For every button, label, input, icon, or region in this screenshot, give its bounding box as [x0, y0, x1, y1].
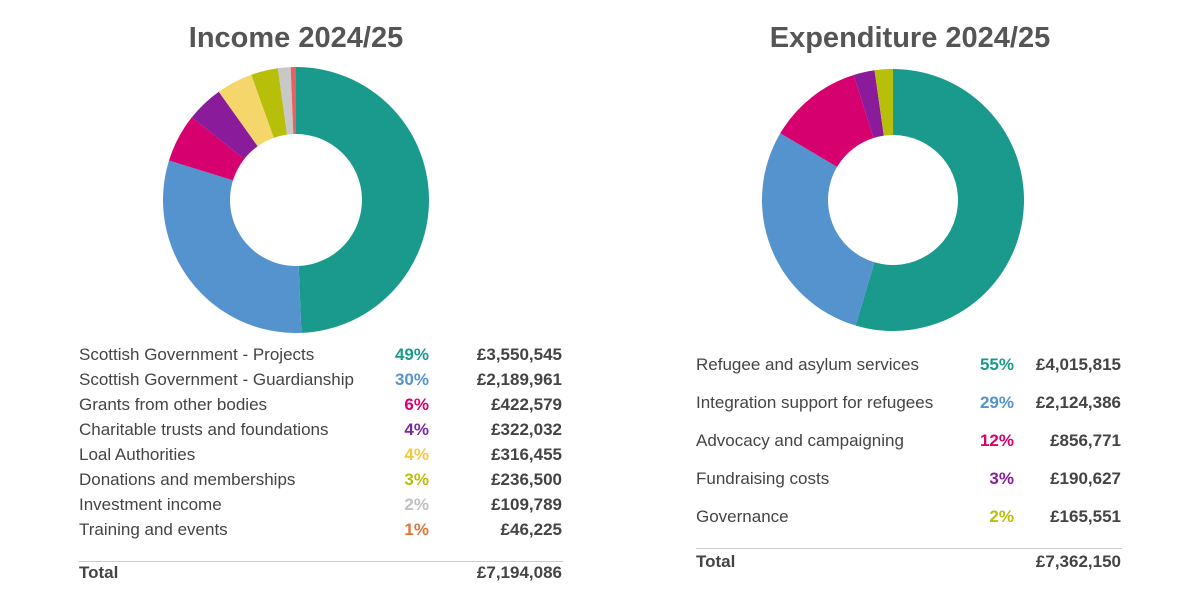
amount-label: £3,550,545	[476, 345, 562, 364]
expenditure-slice	[761, 133, 875, 326]
amount-label: £109,789	[491, 495, 562, 514]
percent-label: 2%	[989, 507, 1014, 526]
percent-label: 55%	[979, 355, 1014, 374]
category-label: Training and events	[79, 520, 228, 539]
percent-label: 1%	[404, 520, 429, 539]
category-label: Fundraising costs	[696, 469, 830, 488]
percent-label: 29%	[979, 393, 1014, 412]
income-slice	[218, 74, 274, 147]
expenditure-slice	[780, 75, 874, 167]
amount-label: £190,627	[1050, 469, 1121, 488]
amount-label: £316,455	[491, 445, 562, 464]
category-label: Donations and memberships	[79, 470, 296, 489]
expenditure-slice	[855, 69, 1025, 331]
total-amount: £7,362,150	[1035, 552, 1121, 571]
expenditure-title: Expenditure 2024/25	[769, 22, 1051, 54]
total-label: Total	[79, 563, 119, 582]
category-label: Advocacy and campaigning	[696, 431, 904, 450]
percent-label: 6%	[404, 395, 429, 414]
amount-label: £322,032	[491, 420, 562, 439]
income-slice	[296, 67, 430, 333]
divider	[696, 548, 1122, 549]
percent-label: 2%	[404, 495, 429, 514]
amount-label: £236,500	[491, 470, 562, 489]
amount-label: £2,124,386	[1035, 393, 1121, 412]
percent-label: 4%	[404, 420, 429, 439]
divider	[79, 561, 563, 562]
category-label: Charitable trusts and foundations	[79, 420, 329, 439]
percent-label: 3%	[404, 470, 429, 489]
income-slice	[168, 117, 245, 181]
category-label: Investment income	[79, 495, 222, 514]
category-label: Grants from other bodies	[79, 395, 268, 414]
income-slice	[277, 67, 294, 135]
expenditure-slice	[853, 70, 884, 138]
category-label: Loal Authorities	[79, 445, 196, 464]
amount-label: £2,189,961	[476, 370, 562, 389]
percent-label: 30%	[394, 370, 429, 389]
category-label: Integration support for refugees	[696, 393, 934, 412]
income-slice	[163, 160, 302, 334]
total-label: Total	[696, 552, 736, 571]
amount-label: £856,771	[1050, 431, 1121, 450]
percent-label: 49%	[394, 345, 429, 364]
income-slice	[290, 67, 296, 135]
percent-label: 3%	[989, 469, 1014, 488]
category-label: Scottish Government - Guardianship	[79, 370, 354, 389]
total-amount: £7,194,086	[476, 563, 562, 582]
percent-label: 12%	[979, 431, 1014, 450]
amount-label: £165,551	[1050, 507, 1121, 526]
expenditure-slice	[874, 69, 893, 136]
category-label: Scottish Government - Projects	[79, 345, 315, 364]
income-title: Income 2024/25	[188, 22, 404, 54]
percent-label: 4%	[404, 445, 429, 464]
amount-label: £46,225	[500, 520, 562, 539]
income-slice	[191, 91, 258, 159]
amount-label: £4,015,815	[1035, 355, 1121, 374]
amount-label: £422,579	[491, 395, 562, 414]
category-label: Refugee and asylum services	[696, 355, 920, 374]
category-label: Governance	[696, 507, 789, 526]
income-slice	[251, 68, 288, 138]
